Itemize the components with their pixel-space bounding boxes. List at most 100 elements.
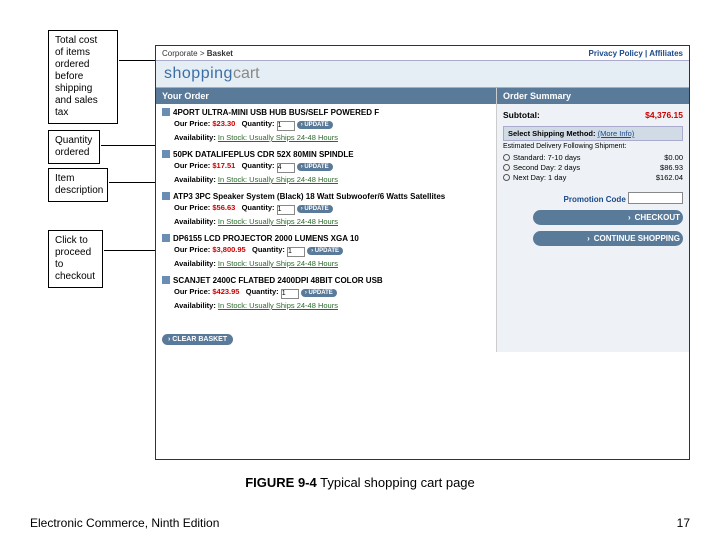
subtotal-label: Subtotal: [503, 110, 540, 120]
qty-input[interactable]: 4 [277, 163, 295, 173]
qty-input[interactable]: 1 [287, 247, 305, 257]
annot-item-desc: Itemdescription [48, 168, 108, 202]
item-bullet-icon [162, 150, 170, 158]
radio-icon[interactable] [503, 174, 510, 181]
qty-label: Quantity: [242, 203, 275, 212]
breadcrumb-current: Basket [207, 49, 233, 58]
promo-row: Promotion Code [503, 192, 683, 204]
qty-label: Quantity: [246, 287, 279, 296]
price-value: $423.95 [212, 287, 239, 296]
qty-input[interactable]: 1 [277, 121, 295, 131]
cart-item: 50PK DATALIFEPLUS CDR 52X 80MIN SPINDLE O… [162, 150, 490, 184]
update-button[interactable]: › UPDATE [297, 121, 333, 129]
affiliates-link[interactable]: Affiliates [649, 49, 683, 58]
shipping-price: $162.04 [656, 173, 683, 182]
update-button[interactable]: › UPDATE [297, 205, 333, 213]
arrow-icon: › [628, 213, 631, 222]
checkout-button[interactable]: ›CHECKOUT [533, 210, 683, 225]
clear-basket-button[interactable]: › CLEAR BASKET [162, 334, 233, 345]
item-bullet-icon [162, 108, 170, 116]
shipping-header: Select Shipping Method: (More Info) [503, 126, 683, 141]
avail-label: Availability: [174, 133, 216, 142]
cart-item: ATP3 3PC Speaker System (Black) 18 Watt … [162, 192, 490, 226]
item-avail-row: Availability: In Stock: Usually Ships 24… [174, 301, 490, 310]
shipping-price: $0.00 [664, 153, 683, 162]
summary-body: Subtotal: $4,376.15 Select Shipping Meth… [497, 104, 689, 255]
promo-label: Promotion Code [564, 195, 626, 204]
shipping-option[interactable]: Standard: 7-10 days$0.00 [503, 153, 683, 162]
price-label: Our Price: [174, 245, 210, 254]
clear-basket-row: › CLEAR BASKET [162, 328, 490, 346]
item-name[interactable]: DP6155 LCD PROJECTOR 2000 LUMENS XGA 10 [162, 234, 490, 243]
your-order-header: Your Order [156, 88, 496, 104]
item-price-row: Our Price: $23.30 Quantity: 1 › UPDATE [174, 119, 490, 131]
title-bar: shoppingcart [156, 60, 689, 88]
price-value: $23.30 [212, 119, 235, 128]
item-name[interactable]: ATP3 3PC Speaker System (Black) 18 Watt … [162, 192, 490, 201]
avail-label: Availability: [174, 301, 216, 310]
qty-input[interactable]: 1 [277, 205, 295, 215]
item-avail-row: Availability: In Stock: Usually Ships 24… [174, 217, 490, 226]
price-label: Our Price: [174, 203, 210, 212]
price-value: $56.63 [212, 203, 235, 212]
price-label: Our Price: [174, 119, 210, 128]
avail-label: Availability: [174, 217, 216, 226]
avail-label: Availability: [174, 259, 216, 268]
page: Total costof itemsorderedbeforeshippinga… [0, 0, 720, 540]
annot-total-cost: Total costof itemsorderedbeforeshippinga… [48, 30, 118, 124]
item-bullet-icon [162, 192, 170, 200]
breadcrumb: Corporate > Basket [162, 49, 233, 58]
radio-icon[interactable] [503, 154, 510, 161]
avail-value: In Stock: Usually Ships 24-48 Hours [218, 259, 338, 268]
avail-value: In Stock: Usually Ships 24-48 Hours [218, 133, 338, 142]
breadcrumb-parent[interactable]: Corporate [162, 49, 198, 58]
annot-checkout: Click toproceed tocheckout [48, 230, 103, 288]
footer-page-number: 17 [677, 516, 690, 530]
shipping-options: Standard: 7-10 days$0.00Second Day: 2 da… [503, 153, 683, 182]
item-price-row: Our Price: $56.63 Quantity: 1 › UPDATE [174, 203, 490, 215]
item-price-row: Our Price: $17.51 Quantity: 4 › UPDATE [174, 161, 490, 173]
item-name[interactable]: SCANJET 2400C FLATBED 2400DPI 48BIT COLO… [162, 276, 490, 285]
items-list: 4PORT ULTRA-MINI USB HUB BUS/SELF POWERE… [156, 104, 496, 322]
promo-input[interactable] [628, 192, 683, 204]
item-price-row: Our Price: $423.95 Quantity: 1 › UPDATE [174, 287, 490, 299]
continue-shopping-button[interactable]: ›CONTINUE SHOPPING [533, 231, 683, 246]
radio-icon[interactable] [503, 164, 510, 171]
update-button[interactable]: › UPDATE [301, 289, 337, 297]
annot-quantity: Quantityordered [48, 130, 100, 164]
footer: Electronic Commerce, Ninth Edition 17 [30, 516, 690, 530]
left-column: Your Order 4PORT ULTRA-MINI USB HUB BUS/… [156, 88, 496, 352]
qty-label: Quantity: [242, 119, 275, 128]
item-avail-row: Availability: In Stock: Usually Ships 24… [174, 259, 490, 268]
price-label: Our Price: [174, 161, 210, 170]
caption-bold: FIGURE 9-4 [245, 475, 317, 490]
item-bullet-icon [162, 276, 170, 284]
top-links: Privacy Policy | Affiliates [589, 49, 683, 58]
item-price-row: Our Price: $3,800.95 Quantity: 1 › UPDAT… [174, 245, 490, 257]
footer-left: Electronic Commerce, Ninth Edition [30, 516, 219, 530]
order-summary-header: Order Summary [497, 88, 689, 104]
update-button[interactable]: › UPDATE [307, 247, 343, 255]
shipping-option[interactable]: Second Day: 2 days$86.93 [503, 163, 683, 172]
delivery-estimate: Estimated Delivery Following Shipment: [503, 143, 683, 150]
shipping-header-label: Select Shipping Method: [508, 129, 596, 138]
update-button[interactable]: › UPDATE [297, 163, 333, 171]
item-name[interactable]: 4PORT ULTRA-MINI USB HUB BUS/SELF POWERE… [162, 108, 490, 117]
subtotal-value: $4,376.15 [645, 110, 683, 120]
title-word-2: cart [233, 65, 260, 82]
item-name[interactable]: 50PK DATALIFEPLUS CDR 52X 80MIN SPINDLE [162, 150, 490, 159]
qty-label: Quantity: [242, 161, 275, 170]
continue-label: CONTINUE SHOPPING [594, 234, 680, 243]
shipping-option[interactable]: Next Day: 1 day$162.04 [503, 173, 683, 182]
breadcrumb-sep: > [200, 49, 205, 58]
qty-label: Quantity: [252, 245, 285, 254]
more-info-link[interactable]: (More Info) [598, 129, 635, 138]
shipping-price: $86.93 [660, 163, 683, 172]
price-label: Our Price: [174, 287, 210, 296]
privacy-link[interactable]: Privacy Policy [589, 49, 643, 58]
avail-value: In Stock: Usually Ships 24-48 Hours [218, 217, 338, 226]
qty-input[interactable]: 1 [281, 289, 299, 299]
top-row: Corporate > Basket Privacy Policy | Affi… [156, 46, 689, 60]
cart-item: 4PORT ULTRA-MINI USB HUB BUS/SELF POWERE… [162, 108, 490, 142]
price-value: $17.51 [212, 161, 235, 170]
